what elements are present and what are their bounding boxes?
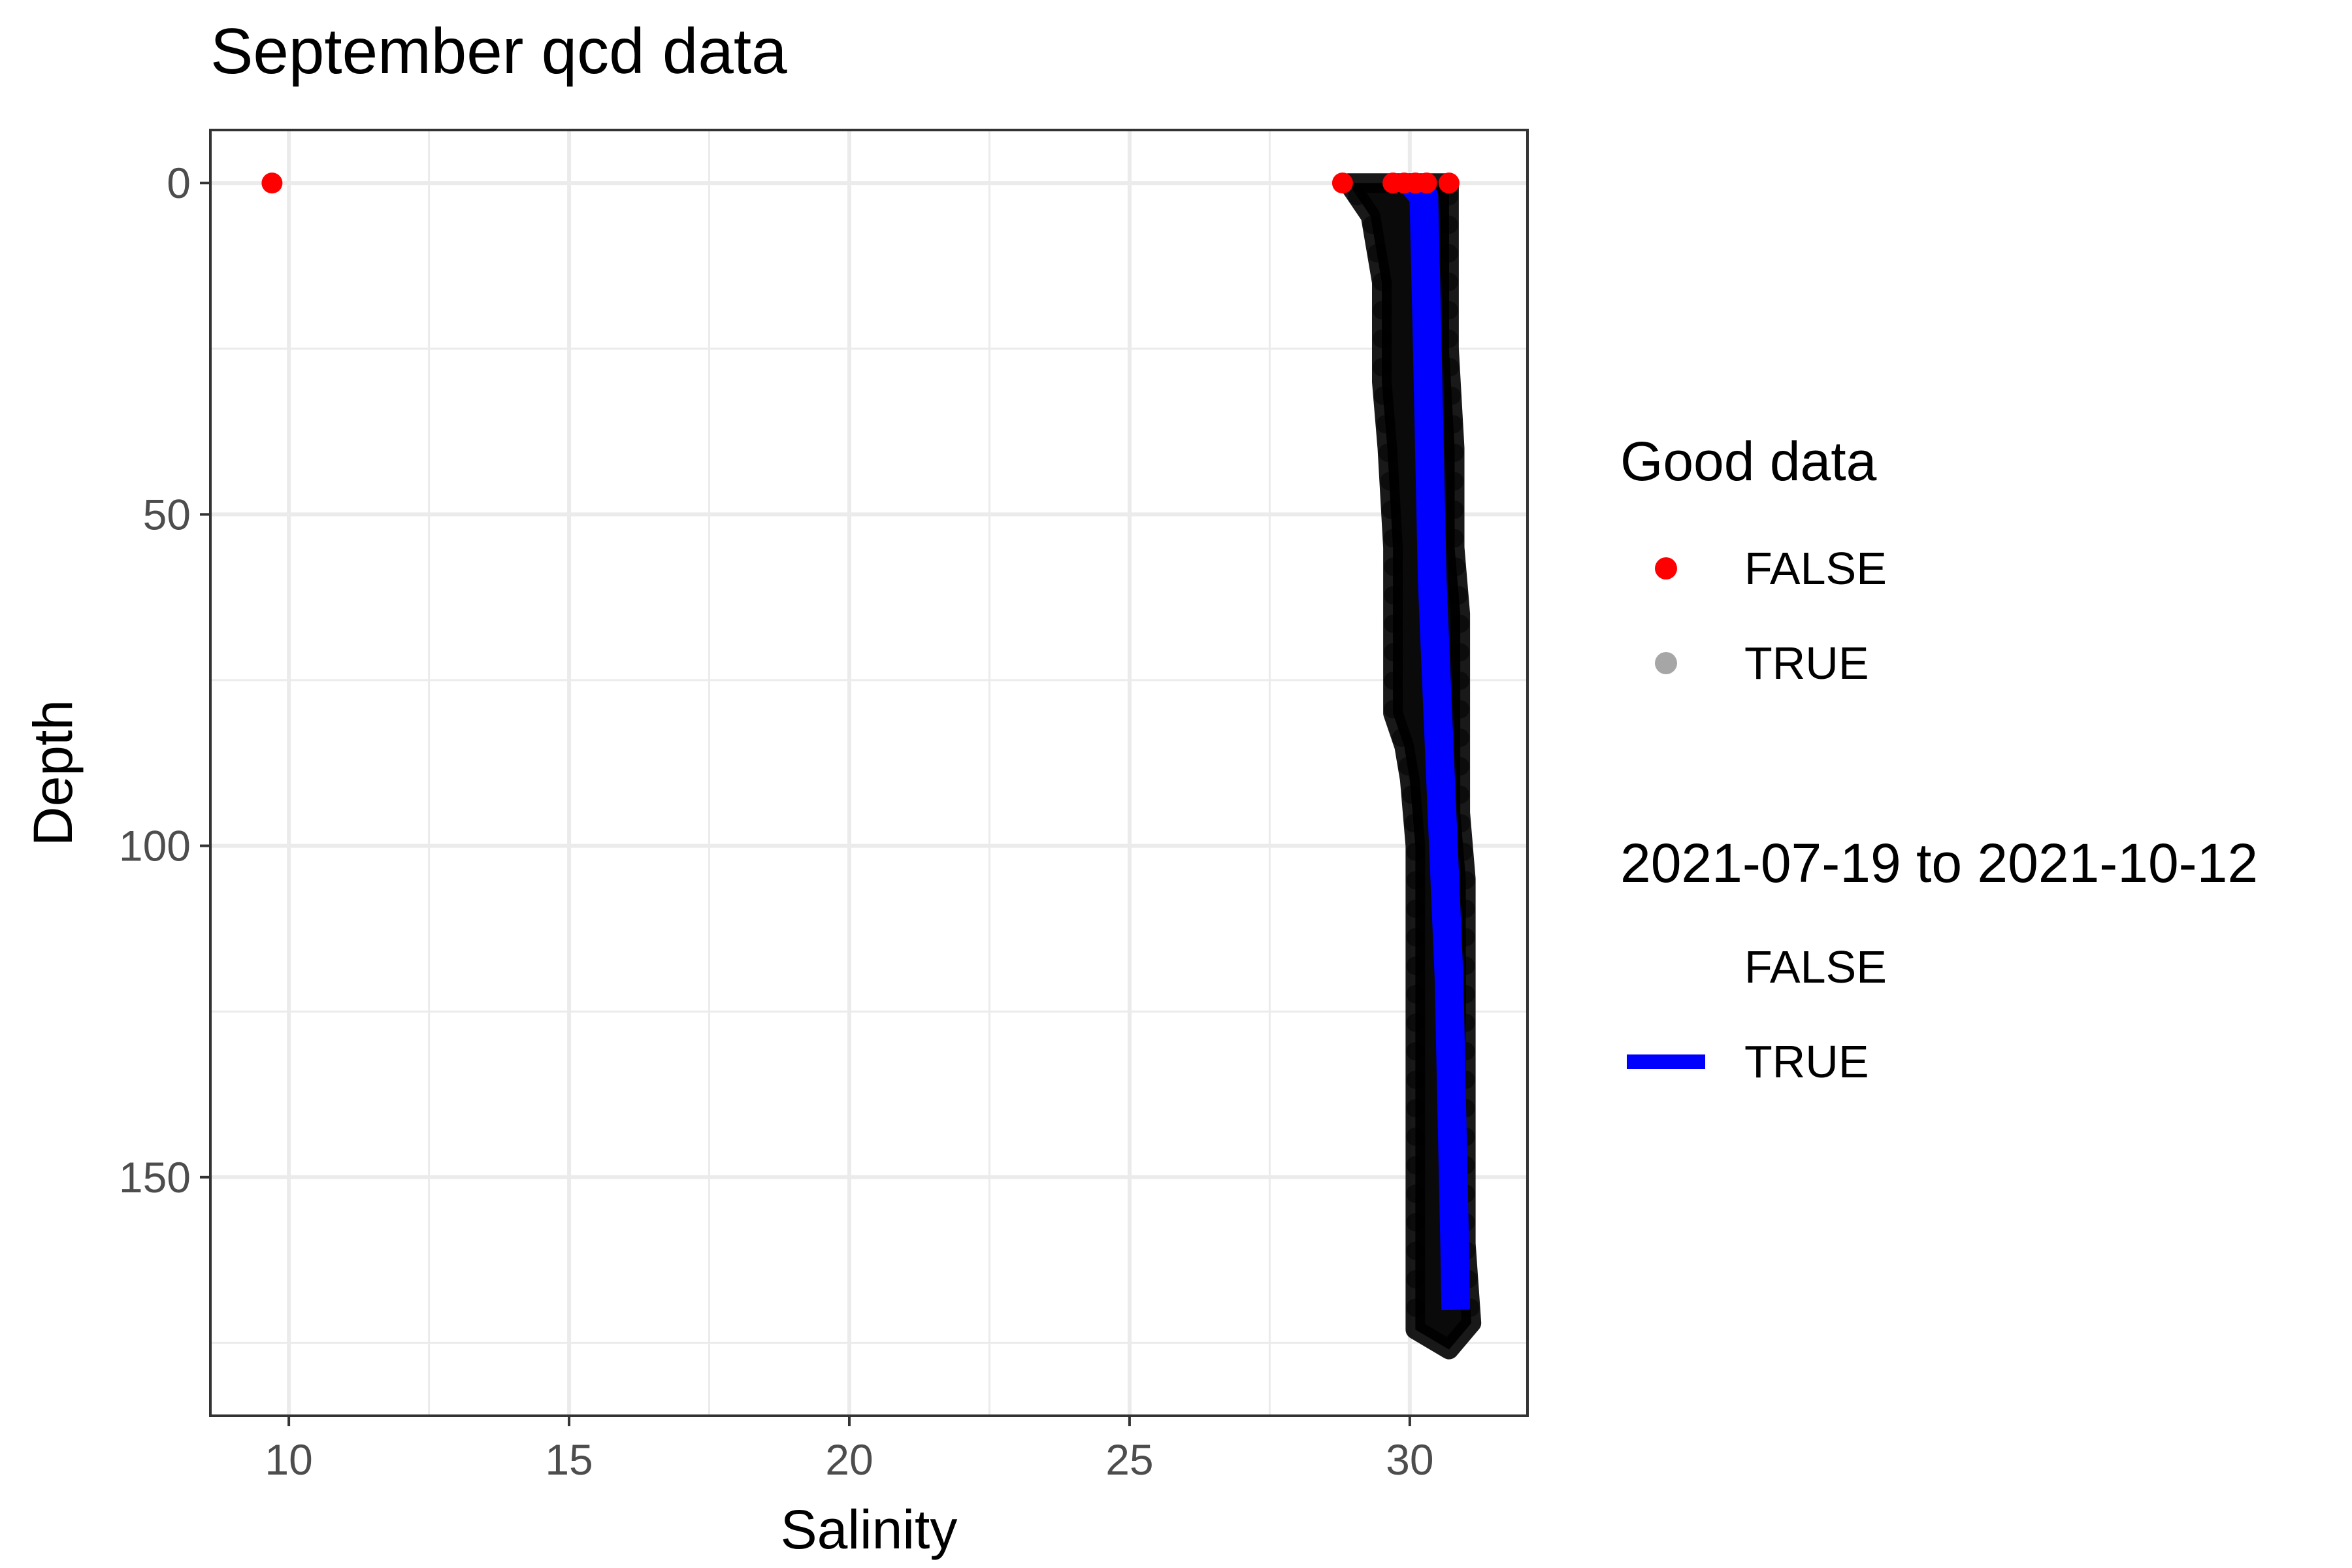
- good-data-point: [1406, 1241, 1425, 1260]
- good-data-point: [1384, 643, 1403, 662]
- good-data-point: [1406, 1013, 1425, 1032]
- x-tick-label: 25: [1105, 1435, 1153, 1484]
- good-data-point: [1442, 386, 1461, 405]
- good-data-point: [1406, 842, 1425, 861]
- good-data-point: [1372, 301, 1391, 319]
- y-tick-label: 100: [119, 822, 191, 870]
- good-data-point: [1446, 557, 1465, 576]
- good-data-point: [1439, 329, 1458, 348]
- good-data-point: [1398, 757, 1417, 776]
- good-data-point: [1406, 871, 1425, 890]
- bad-data-point: [1416, 172, 1437, 194]
- good-data-point: [1444, 415, 1463, 434]
- good-data-point: [1445, 444, 1464, 463]
- good-data-point: [1381, 500, 1400, 519]
- good-data-point: [1451, 671, 1470, 690]
- y-axis-ticks: 0 50 100 150: [119, 159, 210, 1201]
- good-data-point: [1363, 216, 1382, 235]
- good-data-point: [1406, 899, 1425, 918]
- x-tick-label: 15: [545, 1435, 593, 1484]
- good-data-point: [1439, 272, 1458, 291]
- good-data-point: [1406, 1213, 1425, 1232]
- good-data-point: [1441, 358, 1460, 377]
- good-data-point: [1406, 1070, 1425, 1089]
- chart-title: September qcd data: [210, 15, 787, 87]
- good-data-point: [1384, 700, 1403, 719]
- bad-data-point: [1331, 172, 1353, 194]
- x-tick-label: 30: [1386, 1435, 1433, 1484]
- good-data-point: [1449, 586, 1468, 605]
- good-data-point: [1383, 529, 1402, 547]
- good-data-point: [1406, 1298, 1425, 1317]
- legend-entry-label: TRUE: [1744, 638, 1869, 689]
- good-data-point: [1451, 614, 1470, 633]
- good-data-point: [1384, 671, 1403, 690]
- profile-line: [1401, 173, 1471, 1311]
- good-data-point: [1406, 1156, 1425, 1175]
- x-tick-label: 20: [825, 1435, 873, 1484]
- good-data-point: [1454, 842, 1473, 861]
- legend: Good data FALSE TRUE 2021-07-19 to 2021-10-…: [1620, 431, 2258, 1087]
- good-data-point: [1451, 757, 1470, 776]
- legend-entry-label: TRUE: [1744, 1036, 1869, 1087]
- good-data-point: [1451, 700, 1470, 719]
- good-data-point: [1348, 187, 1367, 206]
- profile-lines: [1401, 173, 1471, 1311]
- legend-title: 2021-07-19 to 2021-10-12: [1620, 832, 2258, 894]
- good-data-point: [1445, 472, 1464, 491]
- good-data-point: [1456, 871, 1475, 890]
- good-data-point: [1445, 500, 1464, 519]
- good-data-point: [1406, 1270, 1425, 1289]
- good-data-point: [1406, 1127, 1425, 1146]
- good-data-point: [1451, 728, 1470, 747]
- y-tick-label: 150: [119, 1153, 191, 1201]
- x-axis-ticks: 10 15 20 25 30: [265, 1416, 1434, 1484]
- good-data-point: [1384, 557, 1403, 576]
- good-data-point: [1406, 1042, 1425, 1061]
- good-data-point: [1372, 329, 1391, 348]
- good-data-point: [1384, 586, 1403, 605]
- y-tick-label: 0: [167, 159, 191, 207]
- y-tick-label: 50: [143, 490, 191, 538]
- good-data-point: [1401, 785, 1420, 804]
- good-data-point: [1406, 1099, 1425, 1118]
- good-data-point: [1384, 614, 1403, 633]
- bad-data-point: [261, 172, 283, 194]
- good-data-point: [1456, 899, 1475, 918]
- good-data-point: [1378, 444, 1397, 463]
- good-data-point: [1406, 985, 1425, 1004]
- good-data-point: [1372, 358, 1391, 377]
- good-data-point: [1406, 928, 1425, 947]
- legend-title: Good data: [1620, 431, 1877, 492]
- plot-panel-border: [209, 129, 1529, 1417]
- good-data-point: [1376, 415, 1395, 434]
- good-data-point: [1404, 814, 1423, 833]
- y-axis-label: Depth: [22, 700, 84, 846]
- x-tick-label: 10: [265, 1435, 312, 1484]
- good-data-point: [1445, 529, 1464, 547]
- good-data-point: [1439, 216, 1458, 235]
- x-axis-label: Salinity: [781, 1499, 958, 1560]
- legend-key-point: [1655, 652, 1677, 674]
- good-data-point: [1439, 244, 1458, 263]
- good-data-point: [1373, 386, 1392, 405]
- good-data-point: [1372, 272, 1391, 291]
- good-data-point: [1451, 643, 1470, 662]
- bad-data-point: [1438, 172, 1460, 194]
- legend-entry-label: FALSE: [1744, 543, 1887, 594]
- data-points: [261, 172, 1460, 194]
- good-data-point: [1367, 244, 1386, 263]
- legend-key-point: [1655, 557, 1677, 580]
- good-data-point: [1439, 301, 1458, 319]
- good-data-point: [1406, 1184, 1425, 1203]
- good-data-point: [1392, 728, 1411, 747]
- good-data-point: [1406, 956, 1425, 975]
- good-data-point: [1380, 472, 1399, 491]
- legend-entry-label: FALSE: [1744, 941, 1887, 992]
